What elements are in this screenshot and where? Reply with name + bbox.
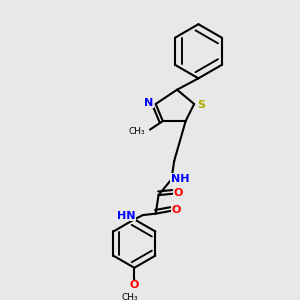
Text: NH: NH bbox=[171, 174, 189, 184]
Text: CH₃: CH₃ bbox=[128, 127, 145, 136]
Text: S: S bbox=[197, 100, 205, 110]
Text: O: O bbox=[172, 205, 181, 215]
Text: CH₃: CH₃ bbox=[122, 293, 138, 300]
Text: HN: HN bbox=[117, 211, 136, 220]
Text: N: N bbox=[144, 98, 153, 108]
Text: O: O bbox=[173, 188, 183, 198]
Text: O: O bbox=[130, 280, 139, 290]
